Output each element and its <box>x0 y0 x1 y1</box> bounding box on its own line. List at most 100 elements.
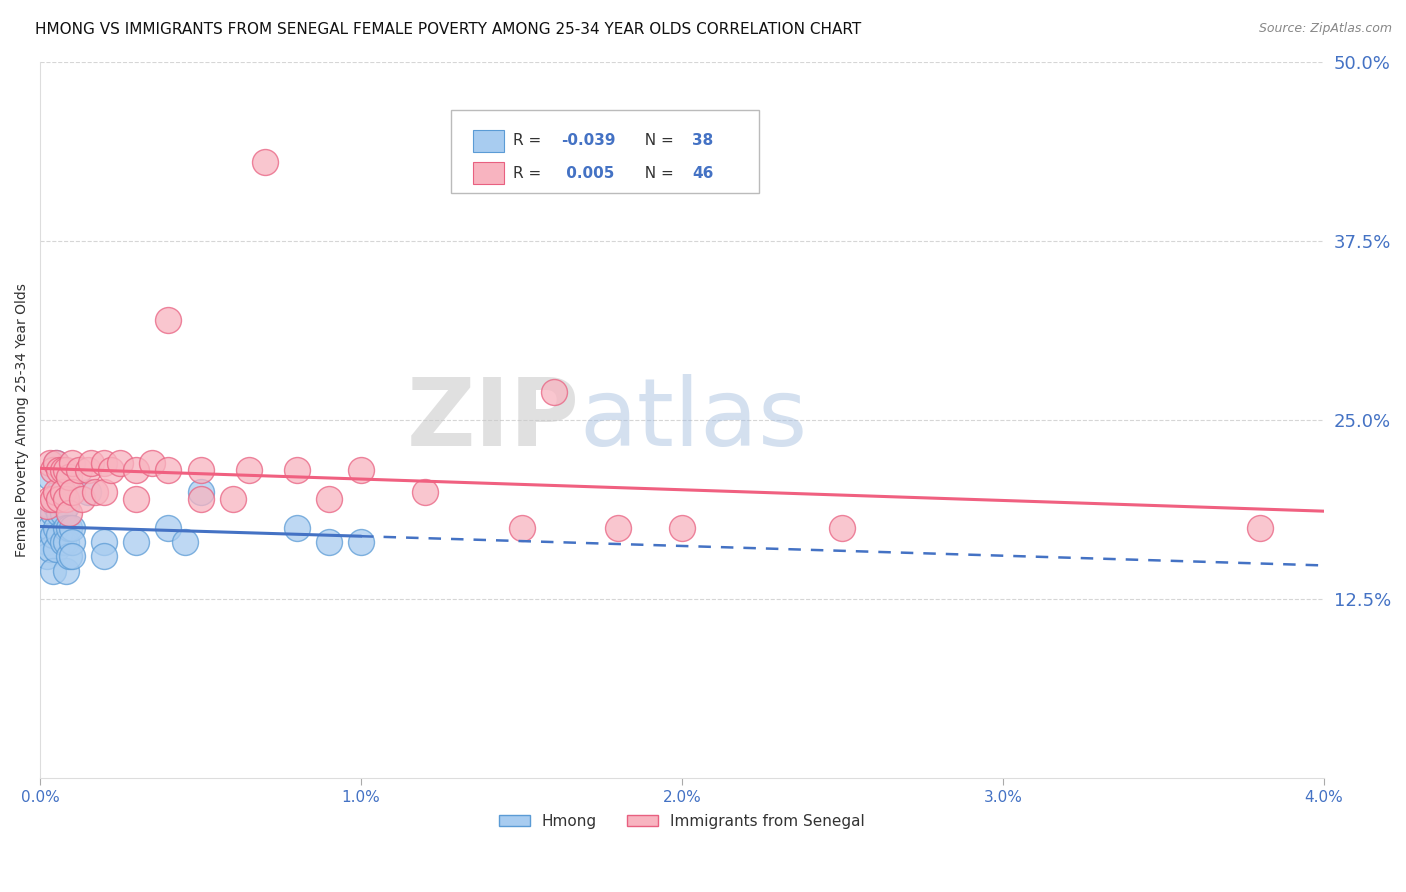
Point <box>42 463 65 477</box>
Point <box>60 520 83 534</box>
Point <box>173 535 195 549</box>
FancyBboxPatch shape <box>451 111 759 193</box>
Point <box>52 506 75 520</box>
Point <box>253 155 276 169</box>
Point <box>55 499 77 513</box>
Point <box>35 499 58 513</box>
Point <box>93 456 115 470</box>
Point <box>543 384 565 399</box>
Point <box>58 470 80 484</box>
Point <box>238 463 260 477</box>
Point <box>38 542 60 557</box>
Point <box>45 456 67 470</box>
Point <box>55 564 77 578</box>
Legend: Hmong, Immigrants from Senegal: Hmong, Immigrants from Senegal <box>494 808 872 835</box>
Point <box>221 491 243 506</box>
Text: R =: R = <box>513 166 546 181</box>
Point <box>93 535 115 549</box>
Point <box>35 549 58 564</box>
Point <box>55 463 77 477</box>
Point <box>606 520 628 534</box>
Point <box>48 491 70 506</box>
Point <box>52 484 75 499</box>
Text: R =: R = <box>513 134 546 148</box>
Point <box>100 463 122 477</box>
Point <box>58 520 80 534</box>
Point <box>48 484 70 499</box>
Point <box>48 528 70 542</box>
Text: Source: ZipAtlas.com: Source: ZipAtlas.com <box>1258 22 1392 36</box>
Point <box>510 520 533 534</box>
Text: ZIP: ZIP <box>406 374 579 467</box>
Text: atlas: atlas <box>579 374 807 467</box>
Text: 46: 46 <box>692 166 714 181</box>
Point <box>413 484 436 499</box>
Point <box>35 535 58 549</box>
Point <box>42 564 65 578</box>
Point <box>52 484 75 499</box>
Point <box>93 484 115 499</box>
FancyBboxPatch shape <box>472 162 503 184</box>
Point <box>52 535 75 549</box>
Text: -0.039: -0.039 <box>561 134 616 148</box>
Point <box>77 463 100 477</box>
Point <box>1249 520 1271 534</box>
Point <box>60 535 83 549</box>
Point <box>77 484 100 499</box>
Point <box>58 549 80 564</box>
Point <box>70 491 93 506</box>
Point <box>45 456 67 470</box>
Point <box>45 499 67 513</box>
Point <box>831 520 853 534</box>
Point <box>80 456 103 470</box>
Point <box>42 528 65 542</box>
Point <box>52 463 75 477</box>
Point <box>42 491 65 506</box>
Point <box>38 520 60 534</box>
Point <box>190 463 212 477</box>
Point <box>58 506 80 520</box>
Point <box>48 506 70 520</box>
Point <box>350 463 373 477</box>
Point <box>83 484 105 499</box>
FancyBboxPatch shape <box>472 130 503 152</box>
Point <box>38 456 60 470</box>
Point <box>157 313 180 327</box>
Point <box>55 535 77 549</box>
Point <box>318 535 340 549</box>
Point <box>42 506 65 520</box>
Text: HMONG VS IMMIGRANTS FROM SENEGAL FEMALE POVERTY AMONG 25-34 YEAR OLDS CORRELATIO: HMONG VS IMMIGRANTS FROM SENEGAL FEMALE … <box>35 22 862 37</box>
Point <box>141 456 163 470</box>
Point <box>190 491 212 506</box>
Point <box>157 463 180 477</box>
Point <box>45 520 67 534</box>
Text: 0.005: 0.005 <box>561 166 614 181</box>
Point <box>350 535 373 549</box>
Point <box>285 463 308 477</box>
Text: N =: N = <box>634 134 678 148</box>
Point <box>45 484 67 499</box>
Point <box>671 520 693 534</box>
Point <box>157 520 180 534</box>
Point <box>60 484 83 499</box>
Point <box>60 549 83 564</box>
Point <box>38 499 60 513</box>
Point <box>55 491 77 506</box>
Point <box>93 549 115 564</box>
Point <box>55 520 77 534</box>
Text: N =: N = <box>634 166 678 181</box>
Point <box>45 542 67 557</box>
Point <box>48 463 70 477</box>
Y-axis label: Female Poverty Among 25-34 Year Olds: Female Poverty Among 25-34 Year Olds <box>15 284 30 558</box>
Point <box>67 463 90 477</box>
Point <box>60 456 83 470</box>
Point <box>190 484 212 499</box>
Point <box>125 491 148 506</box>
Text: 38: 38 <box>692 134 713 148</box>
Point <box>285 520 308 534</box>
Point <box>38 470 60 484</box>
Point <box>38 491 60 506</box>
Point <box>125 463 148 477</box>
Point <box>110 456 132 470</box>
Point <box>125 535 148 549</box>
